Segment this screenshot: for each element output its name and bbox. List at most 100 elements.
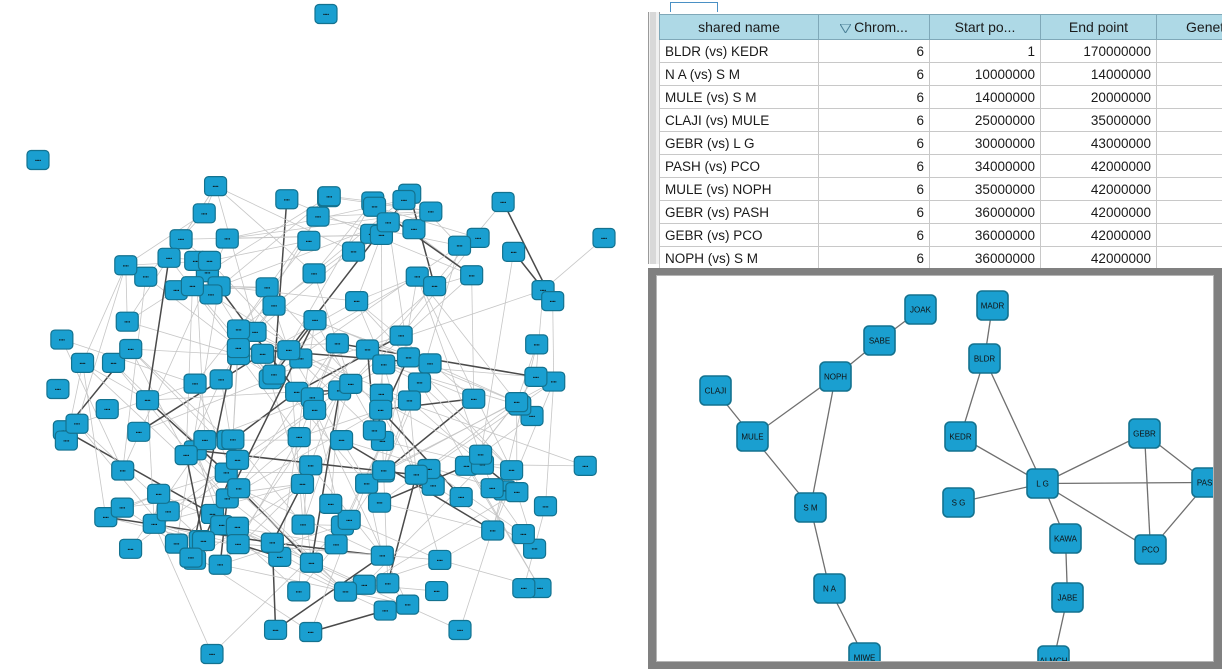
node-shape[interactable]	[324, 534, 348, 555]
main-network-node[interactable]: ••••	[297, 230, 321, 251]
main-network-node[interactable]: ••••	[26, 149, 50, 171]
node-shape[interactable]	[290, 473, 315, 495]
node-shape[interactable]	[329, 430, 354, 451]
cell-genetic[interactable]: 7.5	[1156, 85, 1222, 109]
main-network-node[interactable]: ••••	[373, 600, 397, 621]
node-shape[interactable]	[491, 191, 515, 213]
main-network-edge[interactable]	[122, 276, 147, 471]
main-network-node[interactable]: ••••	[203, 176, 228, 197]
main-network-node[interactable]: ••••	[111, 460, 135, 481]
main-network-node[interactable]: ••••	[70, 352, 95, 373]
main-network-edge[interactable]	[61, 339, 196, 385]
cell-shared_name[interactable]: N A (vs) S M	[659, 62, 819, 86]
sub-network-node[interactable]: JABE	[1051, 582, 1084, 613]
cell-end_point[interactable]: 42000000	[1040, 200, 1157, 224]
main-network-node[interactable]: ••••	[325, 333, 349, 354]
node-shape[interactable]	[460, 265, 484, 286]
node-shape[interactable]	[262, 364, 286, 385]
node-shape[interactable]	[262, 295, 286, 316]
main-network-edge[interactable]	[416, 276, 512, 471]
main-network-edge[interactable]	[364, 491, 518, 586]
main-network-edge[interactable]	[215, 185, 354, 253]
node-shape[interactable]	[1128, 418, 1161, 449]
node-shape[interactable]	[428, 549, 452, 571]
main-network-node[interactable]: ••••	[480, 478, 504, 499]
node-shape[interactable]	[402, 219, 426, 240]
main-network-node[interactable]: ••••	[462, 388, 486, 409]
main-network-node[interactable]: ••••	[95, 398, 119, 420]
main-network-node[interactable]: ••••	[287, 427, 311, 448]
main-network-node[interactable]: ••••	[263, 619, 288, 640]
main-network-edge[interactable]	[387, 474, 417, 584]
main-network-edge[interactable]	[313, 201, 374, 274]
scrollbar-thumb[interactable]	[650, 12, 656, 264]
main-network-node[interactable]: ••••	[425, 580, 449, 602]
main-network-node[interactable]: ••••	[197, 250, 222, 272]
cell-start_point[interactable]: 35000000	[929, 177, 1041, 201]
sub-network-node[interactable]: GEBR	[1128, 418, 1161, 449]
main-network-edge[interactable]	[76, 265, 127, 424]
node-shape[interactable]	[299, 552, 324, 573]
node-shape[interactable]	[180, 276, 204, 297]
node-shape[interactable]	[193, 430, 217, 451]
main-network-node[interactable]: ••••	[491, 191, 515, 213]
main-network-node[interactable]: ••••	[422, 276, 447, 297]
main-network-node[interactable]: ••••	[251, 343, 275, 364]
node-shape[interactable]	[345, 290, 369, 312]
main-network-node[interactable]: ••••	[65, 413, 89, 434]
main-network-node[interactable]: ••••	[114, 255, 138, 276]
node-shape[interactable]	[819, 361, 852, 392]
sub-network-node[interactable]: NOPH	[819, 361, 852, 392]
cell-chromosome[interactable]: 6	[818, 131, 930, 155]
node-shape[interactable]	[976, 290, 1009, 321]
main-network-node[interactable]: ••••	[404, 464, 428, 485]
sub-network-edge[interactable]	[1042, 481, 1208, 485]
main-network-edge[interactable]	[383, 364, 520, 406]
main-network-node[interactable]: ••••	[303, 310, 327, 331]
main-network-node[interactable]: ••••	[277, 340, 301, 361]
main-network-node[interactable]: ••••	[200, 643, 224, 665]
main-network-node[interactable]: ••••	[179, 547, 203, 568]
main-network-node[interactable]: ••••	[469, 444, 493, 465]
main-network-node[interactable]: ••••	[147, 483, 171, 504]
main-network-edge[interactable]	[215, 185, 315, 274]
node-shape[interactable]	[277, 340, 301, 361]
node-shape[interactable]	[226, 337, 250, 359]
main-network-edge[interactable]	[380, 409, 462, 498]
cell-genetic[interactable]: 16.9	[1156, 131, 1222, 155]
node-shape[interactable]	[127, 421, 151, 442]
node-shape[interactable]	[314, 3, 338, 25]
main-network-node[interactable]: ••••	[134, 266, 158, 287]
node-shape[interactable]	[287, 427, 311, 448]
node-shape[interactable]	[197, 250, 222, 272]
node-shape[interactable]	[95, 398, 119, 420]
main-network-node[interactable]: ••••	[428, 549, 452, 571]
cell-chromosome[interactable]: 6	[818, 177, 930, 201]
sub-network-node[interactable]: KEDR	[944, 421, 977, 452]
main-network-node[interactable]: ••••	[156, 501, 180, 522]
main-network-node[interactable]: ••••	[407, 372, 432, 393]
cell-shared_name[interactable]: CLAJI (vs) MULE	[659, 108, 819, 132]
table-row[interactable]: NOPH (vs) S M636000000420000009.9	[659, 246, 1222, 270]
table-header-chromosome[interactable]: Chrom...	[818, 14, 930, 40]
node-shape[interactable]	[525, 334, 549, 355]
node-shape[interactable]	[736, 421, 769, 452]
node-shape[interactable]	[226, 534, 250, 555]
main-network-node[interactable]: ••••	[262, 295, 286, 316]
node-shape[interactable]	[480, 478, 504, 499]
main-network-node[interactable]: ••••	[355, 473, 379, 494]
node-shape[interactable]	[302, 263, 326, 284]
node-shape[interactable]	[500, 460, 524, 481]
main-network-node[interactable]: ••••	[299, 455, 323, 476]
node-shape[interactable]	[355, 473, 379, 494]
cell-shared_name[interactable]: GEBR (vs) PCO	[659, 223, 819, 247]
main-network-node[interactable]: ••••	[339, 373, 363, 394]
node-shape[interactable]	[511, 523, 535, 545]
main-network-node[interactable]: ••••	[512, 578, 536, 599]
main-network-node[interactable]: ••••	[306, 206, 330, 227]
cell-chromosome[interactable]: 6	[818, 223, 930, 247]
node-shape[interactable]	[505, 392, 529, 413]
main-network-edge[interactable]	[428, 381, 554, 470]
node-shape[interactable]	[512, 578, 536, 599]
main-network-node[interactable]: ••••	[418, 353, 442, 374]
